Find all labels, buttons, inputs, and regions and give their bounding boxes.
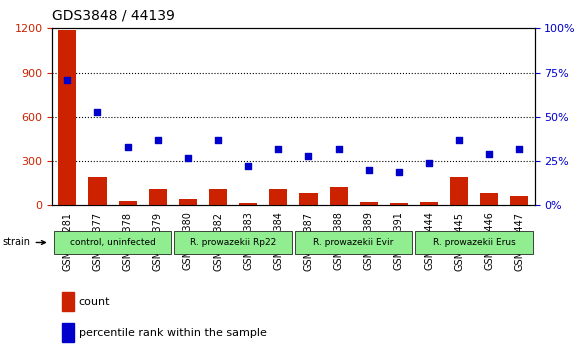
Point <box>304 153 313 159</box>
Point <box>334 146 343 152</box>
Point <box>93 109 102 114</box>
Bar <box>420 202 438 205</box>
Bar <box>299 193 317 205</box>
Point <box>123 144 132 150</box>
Text: R. prowazekii Rp22: R. prowazekii Rp22 <box>190 238 276 247</box>
Point <box>485 151 494 157</box>
Point <box>274 146 283 152</box>
Text: GDS3848 / 44139: GDS3848 / 44139 <box>52 9 175 23</box>
FancyBboxPatch shape <box>295 232 413 253</box>
Text: count: count <box>79 297 110 307</box>
Text: strain: strain <box>3 238 45 247</box>
Bar <box>209 189 227 205</box>
Point <box>515 146 524 152</box>
Text: percentile rank within the sample: percentile rank within the sample <box>79 328 267 338</box>
Point <box>213 137 223 143</box>
Bar <box>510 196 529 205</box>
Bar <box>179 199 197 205</box>
Point <box>183 155 192 160</box>
Point <box>63 77 72 82</box>
FancyBboxPatch shape <box>415 232 533 253</box>
Bar <box>58 30 77 205</box>
Bar <box>360 202 378 205</box>
Bar <box>329 187 347 205</box>
Bar <box>149 189 167 205</box>
Bar <box>119 201 137 205</box>
FancyBboxPatch shape <box>174 232 292 253</box>
Text: control, uninfected: control, uninfected <box>70 238 156 247</box>
Point <box>364 167 374 173</box>
Bar <box>450 177 468 205</box>
Bar <box>270 189 288 205</box>
Point <box>394 169 404 175</box>
FancyBboxPatch shape <box>54 232 171 253</box>
Point <box>153 137 163 143</box>
Bar <box>62 323 74 342</box>
Point <box>454 137 464 143</box>
Bar <box>88 177 106 205</box>
Bar <box>390 203 408 205</box>
Text: R. prowazekii Evir: R. prowazekii Evir <box>314 238 394 247</box>
Bar <box>62 292 74 311</box>
Text: R. prowazekii Erus: R. prowazekii Erus <box>433 238 515 247</box>
Bar <box>239 203 257 205</box>
Bar <box>480 193 498 205</box>
Point <box>424 160 433 166</box>
Point <box>243 164 253 169</box>
